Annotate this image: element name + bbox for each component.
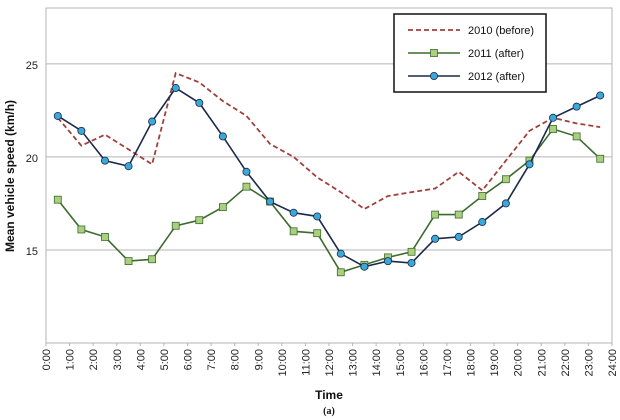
series-1 [53, 125, 605, 277]
x-tick-label: 12:00 [324, 349, 336, 377]
data-point [478, 192, 487, 200]
x-tick-label: 1:00 [65, 349, 77, 370]
x-tick-label: 11:00 [300, 349, 312, 376]
data-point [407, 258, 416, 267]
x-axis-title: Time [315, 388, 343, 402]
data-point [77, 225, 86, 234]
legend-label: 2011 (after) [468, 48, 524, 60]
data-point [100, 156, 109, 165]
data-point [77, 126, 86, 135]
data-point [242, 182, 251, 191]
x-tick-label: 8:00 [230, 349, 242, 370]
data-point [525, 160, 534, 169]
data-point [336, 249, 345, 258]
x-tick-label: 0:00 [41, 349, 53, 370]
series-2 [53, 84, 605, 271]
data-point [596, 91, 605, 100]
data-point [195, 216, 204, 225]
data-point [431, 234, 440, 243]
data-point [124, 257, 133, 266]
data-point [501, 175, 510, 184]
data-point [148, 255, 157, 264]
data-point [454, 232, 463, 241]
x-tick-label: 9:00 [253, 349, 265, 370]
x-tick-label: 17:00 [442, 349, 454, 377]
data-point [431, 210, 440, 219]
data-point [407, 247, 416, 256]
x-tick-label: 6:00 [183, 349, 195, 370]
x-tick-label: 5:00 [159, 349, 171, 370]
legend-label: 2012 (after) [468, 71, 525, 83]
data-point [383, 257, 392, 266]
legend-label: 2010 (before) [468, 25, 534, 37]
data-point [572, 102, 581, 111]
x-tick-label: 10:00 [277, 349, 289, 377]
x-tick-label: 24:00 [607, 349, 619, 377]
x-tick-label: 13:00 [348, 349, 360, 377]
data-point [53, 195, 62, 204]
x-tick-label: 21:00 [536, 349, 548, 377]
series-lines [53, 71, 605, 277]
x-tick-label: 14:00 [371, 349, 383, 377]
y-tick-label: 15 [26, 246, 38, 258]
data-point [124, 162, 133, 171]
legend: 2010 (before) 2011 (after) 2012 (after) [393, 13, 547, 93]
y-tick-label: 25 [26, 60, 38, 72]
x-tick-label: 22:00 [560, 349, 572, 377]
legend-entry: 2010 (before) [408, 25, 534, 37]
x-tick-label: 19:00 [489, 349, 501, 377]
data-point [171, 221, 180, 230]
data-point [289, 208, 298, 217]
data-point [596, 154, 605, 163]
data-point [218, 132, 227, 141]
figure-caption: (a) [323, 406, 335, 417]
x-tick-label: 4:00 [135, 349, 147, 370]
x-tick-label: 23:00 [583, 349, 595, 377]
series-line [57, 71, 601, 211]
y-tick-label: 20 [26, 153, 38, 165]
data-point [218, 203, 227, 212]
data-point [171, 84, 180, 93]
data-point [313, 229, 322, 238]
series-0 [57, 71, 601, 211]
x-tick-label: 7:00 [206, 349, 218, 370]
data-point [454, 210, 463, 219]
data-point [53, 111, 62, 120]
data-point [336, 268, 345, 277]
data-point [195, 98, 204, 107]
y-axis-ticks: 15 20 25 [26, 60, 38, 258]
x-tick-label: 18:00 [466, 349, 478, 377]
data-point [266, 197, 275, 206]
data-point [242, 167, 251, 176]
data-point [501, 199, 510, 208]
x-tick-label: 3:00 [112, 349, 124, 370]
legend-marker [429, 72, 438, 81]
data-point [478, 218, 487, 227]
x-tick-label: 2:00 [88, 349, 100, 370]
data-point [289, 227, 298, 236]
x-tick-label: 20:00 [513, 349, 525, 377]
series-line [57, 86, 601, 268]
series-line [57, 128, 601, 274]
data-point [549, 113, 558, 122]
y-axis-title: Mean vehicle speed (km/h) [3, 100, 17, 252]
legend-entry: 2012 (after) [408, 71, 525, 83]
data-point [549, 125, 557, 133]
data-point [360, 262, 369, 271]
legend-entry: 2011 (after) [408, 48, 524, 60]
data-point [148, 117, 157, 126]
x-tick-label: 16:00 [418, 349, 430, 377]
x-tick-label: 15:00 [395, 349, 407, 377]
data-point [101, 233, 109, 241]
legend-marker [430, 49, 438, 57]
data-point [313, 212, 322, 221]
data-point [572, 132, 581, 141]
x-axis-ticks: 0:00 1:00 2:00 3:00 4:00 5:00 6:00 7:00 8:00 9:00… [41, 343, 619, 377]
